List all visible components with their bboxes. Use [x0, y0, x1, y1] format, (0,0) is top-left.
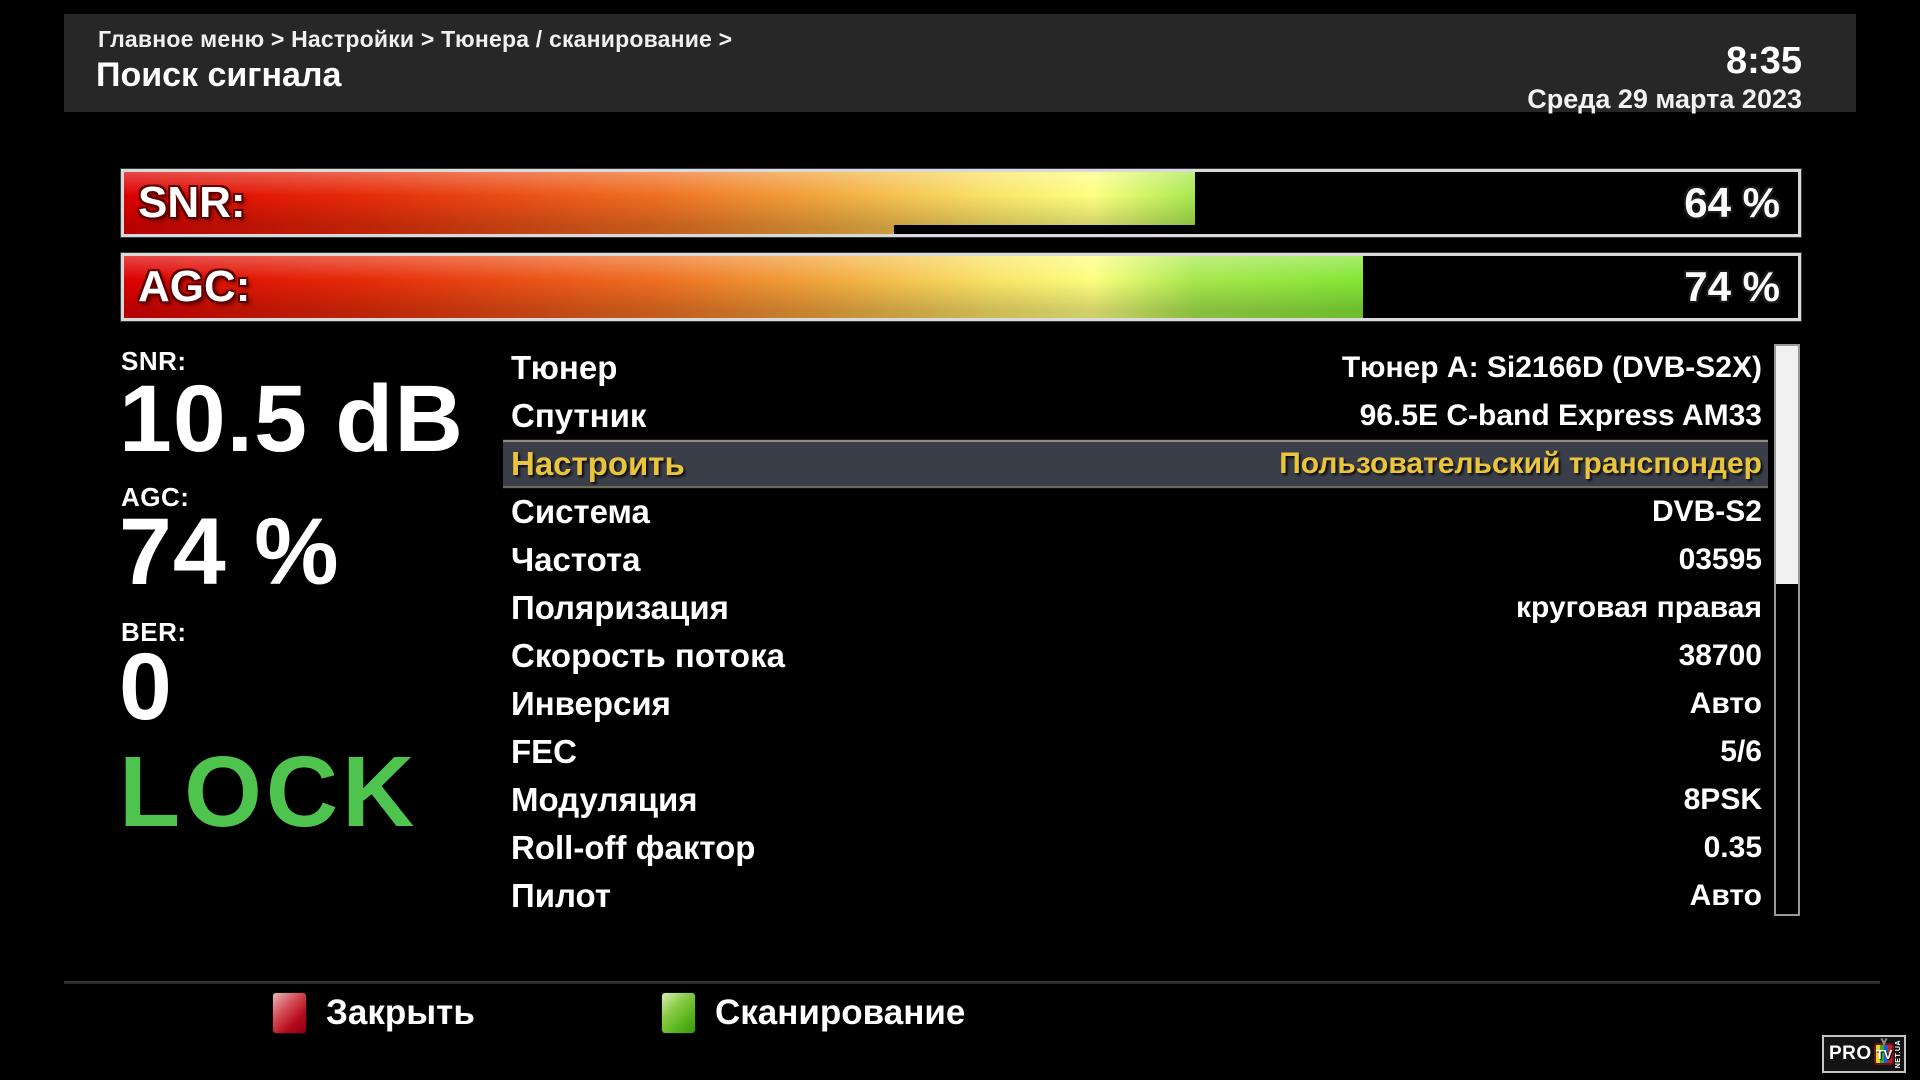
lock-status: LOCK: [119, 736, 419, 848]
item-value: 03595: [1678, 543, 1762, 576]
tv-icon: TV: [1873, 1043, 1895, 1065]
green-key-icon: [662, 993, 695, 1033]
agc-readout-label: AGC:: [121, 482, 190, 512]
logo-suffix-text: NET.UA: [1895, 1039, 1903, 1069]
item-value: Пользовательский транспондер: [1279, 447, 1762, 480]
item-value: Авто: [1689, 687, 1762, 720]
list-item-tune-selected[interactable]: Настроить Пользовательский транспондер: [503, 440, 1768, 488]
item-label: FEC: [511, 733, 577, 770]
snr-signal-bar: SNR: 64 %: [121, 169, 1801, 237]
item-value: Авто: [1689, 879, 1762, 912]
list-item-inversion[interactable]: Инверсия Авто: [503, 680, 1768, 728]
agc-bar-label: AGC:: [138, 262, 251, 311]
snr-bar-label: SNR:: [138, 178, 246, 227]
list-item-fec[interactable]: FEC 5/6: [503, 728, 1768, 776]
item-value: 5/6: [1720, 735, 1762, 768]
agc-bar-percent: 74 %: [1684, 263, 1780, 310]
item-label: Модуляция: [511, 781, 698, 818]
ber-readout-label: BER:: [121, 617, 187, 647]
close-button[interactable]: Закрыть: [273, 993, 475, 1033]
list-scrollbar-thumb[interactable]: [1776, 346, 1798, 584]
item-label: Частота: [511, 541, 641, 578]
scan-button-label: Сканирование: [715, 993, 966, 1032]
item-value: DVB-S2: [1651, 495, 1762, 528]
logo-pro-text: PRO: [1829, 1043, 1872, 1064]
list-item-symbol-rate[interactable]: Скорость потока 38700: [503, 632, 1768, 680]
item-value: 8PSK: [1683, 783, 1762, 816]
item-label: Инверсия: [511, 685, 671, 722]
footer-divider: [64, 981, 1880, 984]
clock-date: Среда 29 марта 2023: [1527, 84, 1802, 114]
list-item-satellite[interactable]: Спутник 96.5E C-band Express AM33: [503, 392, 1768, 440]
list-item-pilot[interactable]: Пилот Авто: [503, 872, 1768, 920]
snr-readout-value: 10.5 dB: [119, 366, 464, 472]
item-label: Roll-off фактор: [511, 829, 756, 866]
item-value: круговая правая: [1516, 591, 1762, 624]
snr-bar-fill: [124, 172, 1196, 234]
item-value: Тюнер A: Si2166D (DVB-S2X): [1341, 351, 1762, 384]
tuner-settings-list: Тюнер Тюнер A: Si2166D (DVB-S2X) Спутник…: [503, 344, 1768, 920]
agc-signal-bar: AGC: 74 %: [121, 253, 1801, 321]
list-item-polarization[interactable]: Поляризация круговая правая: [503, 584, 1768, 632]
agc-bar-fill: [124, 256, 1363, 318]
snr-bar-percent: 64 %: [1684, 179, 1780, 226]
breadcrumb: Главное меню > Настройки > Тюнера / скан…: [98, 26, 733, 52]
item-label: Пилот: [511, 877, 612, 914]
agc-readout-value: 74 %: [119, 499, 340, 605]
item-value: 0.35: [1703, 831, 1762, 864]
item-label: Скорость потока: [511, 637, 785, 674]
page-title: Поиск сигнала: [96, 56, 342, 94]
item-label: Настроить: [511, 445, 685, 482]
logo-tv-text: TV: [1875, 1046, 1893, 1062]
list-item-modulation[interactable]: Модуляция 8PSK: [503, 776, 1768, 824]
close-button-label: Закрыть: [326, 993, 475, 1032]
list-item-rolloff[interactable]: Roll-off фактор 0.35: [503, 824, 1768, 872]
header: Главное меню > Настройки > Тюнера / скан…: [64, 14, 1856, 114]
red-key-icon: [273, 993, 306, 1033]
item-label: Спутник: [511, 397, 647, 434]
item-label: Система: [511, 493, 650, 530]
snr-readout-label: SNR:: [121, 346, 187, 376]
snr-bar-peak-notch: [894, 225, 1196, 234]
list-item-system[interactable]: Система DVB-S2: [503, 488, 1768, 536]
item-value: 96.5E C-band Express AM33: [1359, 399, 1762, 432]
list-item-tuner[interactable]: Тюнер Тюнер A: Si2166D (DVB-S2X): [503, 344, 1768, 392]
item-label: Поляризация: [511, 589, 729, 626]
list-item-frequency[interactable]: Частота 03595: [503, 536, 1768, 584]
item-value: 38700: [1678, 639, 1762, 672]
protv-logo: PRO TV NET.UA: [1822, 1035, 1906, 1073]
clock-time: 8:35: [1725, 40, 1802, 82]
ber-readout-value: 0: [119, 634, 173, 740]
list-scrollbar-track: [1774, 344, 1800, 916]
scan-button[interactable]: Сканирование: [662, 993, 965, 1033]
item-label: Тюнер: [511, 349, 618, 386]
